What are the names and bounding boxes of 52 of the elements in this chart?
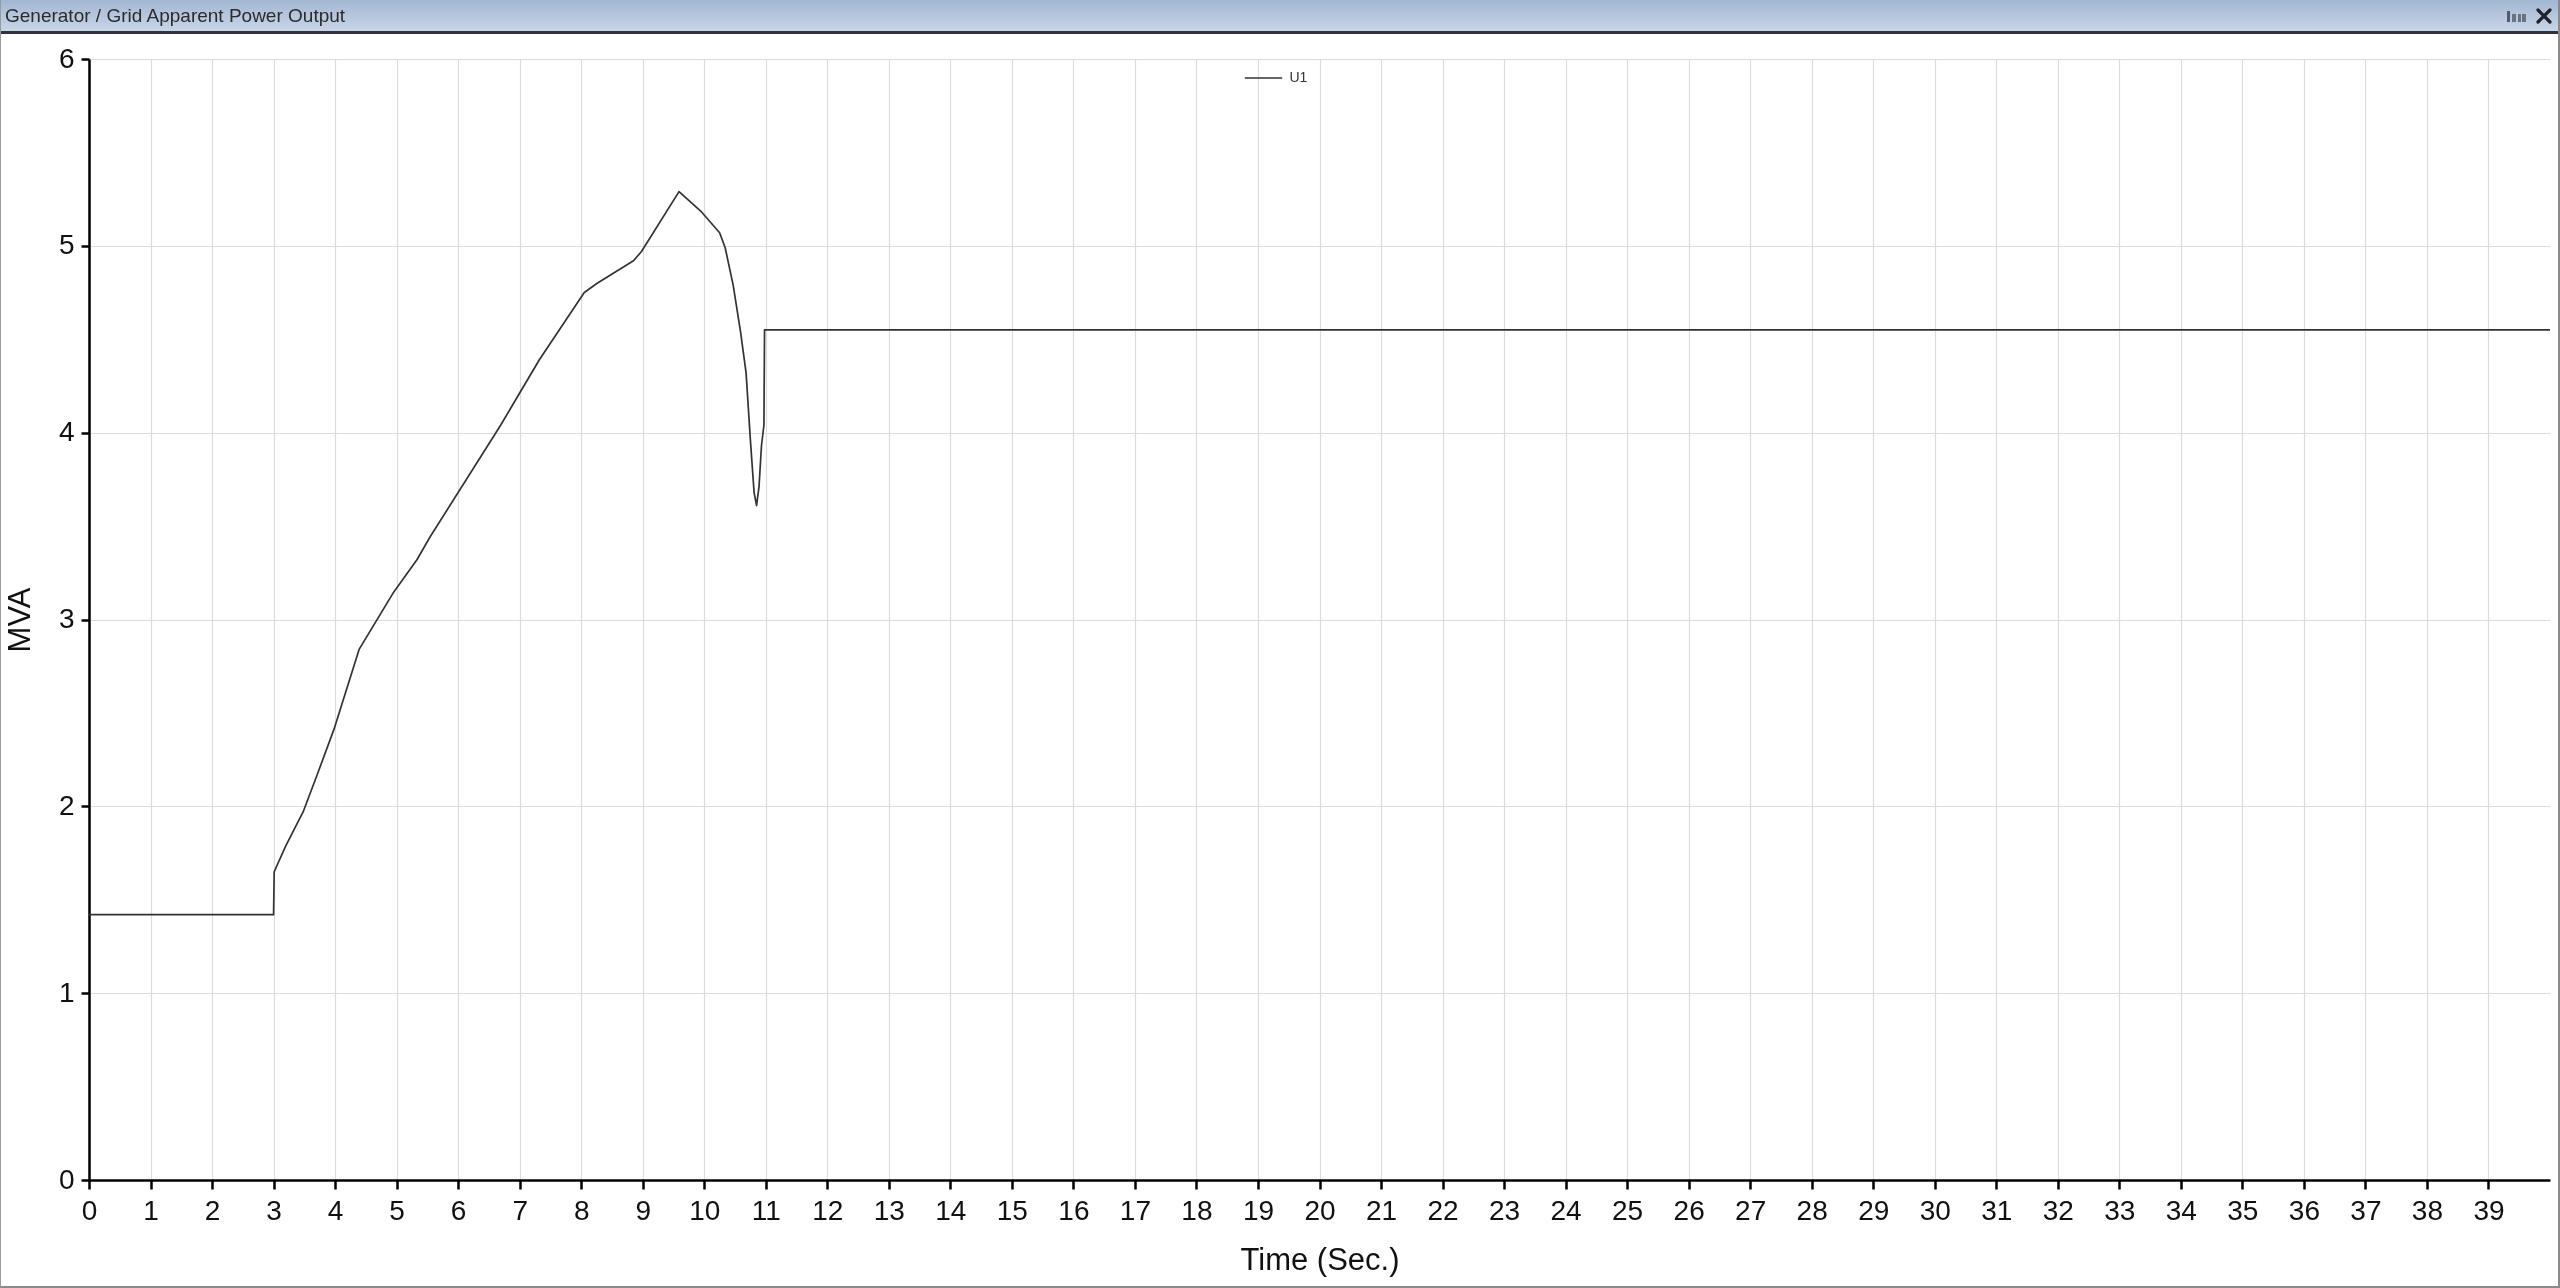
x-tick-label: 33	[2104, 1194, 2136, 1226]
y-tick-label: 4	[58, 416, 75, 448]
y-tick-label: 2	[58, 789, 75, 821]
x-tick-label: 15	[996, 1194, 1028, 1226]
x-tick-label: 30	[1919, 1194, 1951, 1226]
y-tick-label: 0	[58, 1163, 75, 1195]
x-tick-label: 7	[512, 1194, 528, 1226]
x-tick-label: 22	[1427, 1194, 1459, 1226]
y-axis-title: MVA	[1, 587, 37, 653]
x-tick-label: 13	[873, 1194, 905, 1226]
x-tick-label: 6	[450, 1194, 467, 1226]
x-tick-label: 0	[81, 1194, 98, 1226]
x-tick-label: 29	[1858, 1194, 1890, 1226]
x-tick-label: 21	[1365, 1194, 1398, 1226]
x-tick-label: 37	[2350, 1194, 2382, 1226]
x-tick-label: 10	[689, 1194, 721, 1226]
y-tick-label: 5	[58, 229, 75, 261]
x-tick-label: 39	[2473, 1194, 2505, 1226]
x-tick-label: 38	[2411, 1194, 2444, 1226]
x-tick-label: 36	[2288, 1194, 2320, 1226]
x-tick-label: 16	[1058, 1194, 1090, 1226]
x-tick-label: 11	[751, 1194, 781, 1226]
x-tick-label: 19	[1242, 1194, 1275, 1226]
x-axis-title: Time (Sec.)	[1240, 1241, 1400, 1277]
chart-title: Generator / Grid Apparent Power Output	[5, 5, 346, 27]
x-tick-label: 2	[204, 1194, 221, 1226]
x-tick-label: 24	[1550, 1194, 1582, 1226]
x-tick-label: 4	[327, 1194, 344, 1226]
line-series	[89, 190, 2550, 916]
x-tick-label: 8	[573, 1194, 590, 1226]
legend-label: U1	[1289, 69, 1308, 85]
x-tick-label: 14	[935, 1194, 967, 1226]
x-tick-label: 12	[812, 1194, 844, 1226]
x-tick-label: 28	[1796, 1194, 1828, 1226]
x-tick-label: 23	[1489, 1194, 1521, 1226]
y-tick-label: 6	[58, 42, 75, 74]
x-tick-label: 31	[1981, 1194, 2013, 1226]
x-tick-label: 1	[143, 1194, 159, 1226]
y-tick-label: 3	[58, 603, 75, 634]
x-tick-label: 25	[1612, 1194, 1644, 1226]
y-tick-label: 1	[58, 976, 75, 1008]
x-tick-label: 20	[1304, 1194, 1336, 1226]
x-tick-label: 27	[1735, 1194, 1767, 1226]
x-tick-label: 26	[1673, 1194, 1705, 1226]
x-tick-label: 3	[266, 1194, 282, 1226]
x-tick-label: 35	[2227, 1194, 2259, 1226]
x-tick-label: 34	[2165, 1194, 2197, 1226]
x-tick-label: 17	[1119, 1194, 1151, 1226]
x-tick-label: 5	[389, 1194, 405, 1226]
x-tick-label: 18	[1181, 1194, 1213, 1226]
x-tick-label: 9	[635, 1194, 652, 1226]
x-tick-label: 32	[2042, 1194, 2074, 1226]
